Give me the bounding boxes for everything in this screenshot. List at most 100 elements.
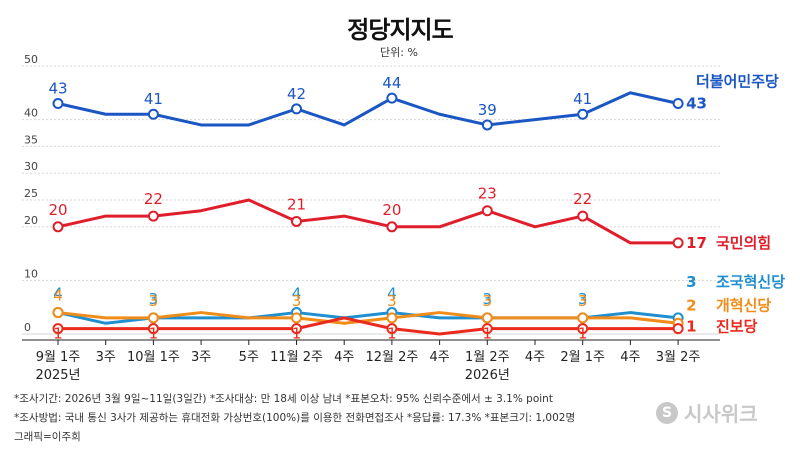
data-label: 44	[382, 74, 401, 92]
data-label: 4	[292, 285, 302, 303]
data-point	[291, 103, 302, 115]
data-label: 22	[573, 190, 592, 208]
data-point	[52, 98, 64, 110]
data-point	[386, 92, 398, 104]
data-label: 1	[53, 325, 63, 343]
data-label: 1	[292, 325, 302, 343]
data-label: 21	[287, 195, 306, 213]
data-point	[52, 307, 64, 319]
data-label: 3	[578, 292, 588, 310]
end-value-label: 3	[686, 273, 696, 291]
data-label: 39	[478, 101, 497, 119]
series-line-1	[57, 91, 679, 127]
data-point	[481, 323, 493, 335]
data-point	[291, 312, 302, 324]
y-tick-label: 35	[24, 133, 38, 146]
logo-mark-icon: S	[656, 401, 678, 424]
data-label: 3	[292, 292, 302, 310]
end-value-label: 17	[686, 234, 707, 252]
data-label: 23	[478, 185, 497, 203]
year-label: 2025년	[35, 368, 80, 383]
data-label: 4	[53, 285, 63, 303]
data-label: 3	[149, 290, 159, 308]
series-name-5: 진보당	[716, 318, 758, 336]
data-point	[672, 323, 684, 335]
data-point	[52, 323, 64, 335]
note-line-3: 그래픽=이주희	[14, 431, 81, 443]
data-point	[672, 98, 684, 110]
data-point	[291, 323, 302, 335]
series-name-4: 개혁신당	[716, 296, 771, 314]
series-name-3: 조국혁신당	[716, 273, 785, 291]
data-label: 4	[387, 285, 397, 303]
end-value-label: 1	[686, 318, 696, 336]
data-point	[147, 210, 159, 222]
page-title: 정당지지도	[347, 16, 453, 44]
x-tick-label: 3월 2주	[656, 350, 701, 365]
y-tick-label: 40	[24, 107, 38, 120]
data-point	[147, 323, 159, 335]
data-point	[672, 237, 684, 249]
data-label: 41	[573, 90, 592, 108]
y-tick-label: 10	[24, 267, 38, 280]
data-point	[481, 312, 493, 324]
x-tick-label: 3주	[96, 350, 116, 365]
y-tick-label: 50	[24, 53, 38, 66]
data-point	[291, 215, 302, 227]
y-tick-label: 25	[24, 187, 38, 200]
end-value-label: 2	[686, 296, 696, 314]
data-point	[147, 108, 159, 120]
data-point	[481, 119, 493, 131]
data-point	[577, 323, 589, 335]
data-label: 3	[387, 292, 397, 310]
publisher-logo: S 시사위크	[656, 398, 758, 427]
x-tick-label: 3주	[191, 350, 211, 365]
data-point	[577, 312, 589, 324]
data-label: 3	[483, 290, 493, 308]
x-tick-label: 11월 2주	[270, 350, 323, 365]
x-tick-label: 5주	[239, 350, 259, 365]
x-tick-label: 4주	[620, 350, 640, 365]
survey-notes: *조사기간: 2026년 3월 9일~11일(3일간) *조사대상: 만 18세…	[14, 390, 575, 447]
x-tick-label: 10월 1주	[127, 350, 180, 365]
unit-label: 단위: %	[380, 46, 418, 59]
data-label: 43	[48, 80, 67, 98]
data-label: 3	[578, 290, 588, 308]
data-label: 1	[578, 325, 588, 343]
end-value-label: 43	[686, 95, 707, 113]
series-line-4	[57, 311, 679, 325]
series-line-5	[58, 316, 679, 336]
data-label: 20	[48, 201, 67, 219]
data-label: 3	[149, 292, 159, 310]
x-tick-label: 9월 1주	[36, 350, 81, 365]
x-tick-label: 4주	[525, 350, 545, 365]
x-tick-label: 2월 1주	[560, 350, 605, 365]
data-point	[481, 205, 493, 217]
y-tick-label: 30	[24, 160, 38, 173]
data-point	[52, 221, 64, 233]
data-point	[577, 210, 589, 222]
data-point	[386, 221, 398, 233]
x-tick-label: 4주	[429, 350, 449, 365]
data-label: 42	[287, 85, 306, 103]
note-line-2: *조사방법: 국내 통신 3사가 제공하는 휴대전화 가상번호(100%)를 이…	[14, 412, 576, 424]
data-label: 1	[483, 325, 493, 343]
data-label: 20	[382, 201, 401, 219]
series-line-2	[57, 198, 679, 245]
data-point	[386, 323, 398, 335]
year-label: 2026년	[465, 368, 510, 383]
data-label: 4	[53, 287, 63, 305]
x-tick-label: 4주	[334, 350, 354, 365]
data-label: 1	[149, 325, 159, 343]
data-point	[147, 312, 159, 324]
x-tick-label: 12월 2주	[365, 350, 418, 365]
logo-text: 시사위크	[684, 402, 758, 426]
data-point	[577, 108, 589, 120]
note-line-1: *조사기간: 2026년 3월 9일~11일(3일간) *조사대상: 만 18세…	[14, 393, 553, 405]
data-point	[386, 312, 398, 324]
series-name-1: 더불어민주당	[696, 73, 779, 91]
data-label: 22	[144, 190, 163, 208]
series-name-2: 국민의힘	[716, 234, 771, 252]
data-label: 41	[144, 90, 163, 108]
